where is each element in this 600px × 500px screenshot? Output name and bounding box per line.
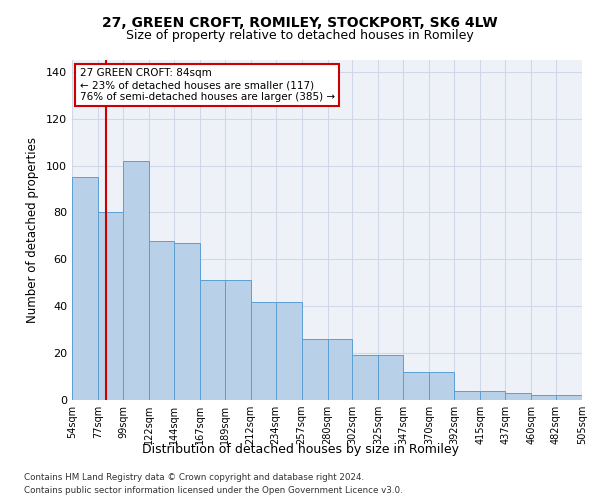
Text: Size of property relative to detached houses in Romiley: Size of property relative to detached ho… — [126, 29, 474, 42]
Bar — [582, 398, 600, 400]
Bar — [403, 372, 430, 400]
Bar — [505, 393, 531, 400]
Text: 27 GREEN CROFT: 84sqm
← 23% of detached houses are smaller (117)
76% of semi-det: 27 GREEN CROFT: 84sqm ← 23% of detached … — [80, 68, 335, 102]
Bar — [174, 243, 200, 400]
Bar — [123, 161, 149, 400]
Bar — [72, 177, 98, 400]
Bar — [430, 372, 454, 400]
Bar — [251, 302, 275, 400]
Bar — [149, 240, 174, 400]
Bar — [379, 356, 403, 400]
Text: 27, GREEN CROFT, ROMILEY, STOCKPORT, SK6 4LW: 27, GREEN CROFT, ROMILEY, STOCKPORT, SK6… — [102, 16, 498, 30]
Bar — [531, 396, 556, 400]
Text: Distribution of detached houses by size in Romiley: Distribution of detached houses by size … — [142, 442, 458, 456]
Bar — [275, 302, 302, 400]
Y-axis label: Number of detached properties: Number of detached properties — [26, 137, 39, 323]
Bar — [328, 339, 352, 400]
Bar — [98, 212, 123, 400]
Bar — [200, 280, 224, 400]
Text: Contains HM Land Registry data © Crown copyright and database right 2024.: Contains HM Land Registry data © Crown c… — [24, 472, 364, 482]
Bar — [454, 390, 480, 400]
Text: Contains public sector information licensed under the Open Government Licence v3: Contains public sector information licen… — [24, 486, 403, 495]
Bar — [352, 356, 379, 400]
Bar — [302, 339, 328, 400]
Bar — [480, 390, 505, 400]
Bar — [556, 396, 582, 400]
Bar — [224, 280, 251, 400]
